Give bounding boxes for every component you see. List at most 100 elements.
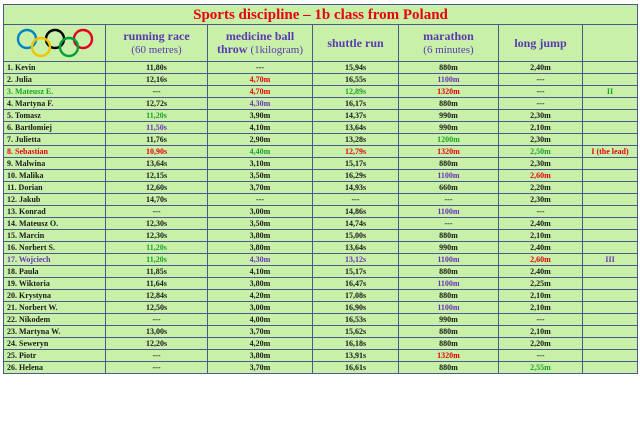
student-name: 20. Krystyna: [3, 289, 106, 302]
marathon-value: 1320m: [398, 145, 499, 158]
long-jump-value: 2,50m: [498, 145, 583, 158]
marathon-value: 880m: [398, 157, 499, 170]
long-jump-value: 2,10m: [498, 121, 583, 134]
table-row: 18. Paula 11,85s 4,10m 15,17s 880m 2,40m: [3, 265, 639, 278]
placement-note: [581, 277, 639, 290]
header-note: [581, 24, 639, 62]
medicine-ball-value: 3,10m: [207, 157, 313, 170]
table-row: 21. Norbert W. 12,50s 3,00m 16,90s 1100m 2,10…: [3, 301, 639, 314]
placement-note: [581, 73, 639, 86]
long-jump-value: 2,60m: [498, 253, 583, 266]
student-name: 24. Seweryn: [3, 337, 106, 350]
student-name: 23. Martyna W.: [3, 325, 106, 338]
shuttle-run-value: 15,00s: [312, 229, 399, 242]
shuttle-run-value: 14,86s: [312, 205, 399, 218]
medicine-ball-value: ---: [207, 61, 313, 74]
marathon-value: ---: [398, 193, 499, 206]
student-name: 21. Norbert W.: [3, 301, 106, 314]
medicine-ball-value: 4,20m: [207, 337, 313, 350]
student-name: 11. Dorian: [3, 181, 106, 194]
student-name: 9. Malwina: [3, 157, 106, 170]
olympic-rings-icon: [16, 28, 93, 58]
marathon-value: 880m: [398, 289, 499, 302]
long-jump-value: 2,25m: [498, 277, 583, 290]
medicine-ball-value: 4,40m: [207, 145, 313, 158]
shuttle-run-value: 13,12s: [312, 253, 399, 266]
placement-note: [581, 349, 639, 362]
long-jump-value: 2,10m: [498, 289, 583, 302]
page-title: Sports discipline – 1b class from Poland: [2, 4, 639, 25]
placement-note: [581, 217, 639, 230]
table-row: 10. Malika 12,15s 3,50m 16,29s 1100m 2,60m: [3, 169, 639, 182]
header-running-race: running race (60 metres): [105, 24, 208, 62]
student-name: 6. Bartłomiej: [3, 121, 106, 134]
running-race-value: 11,64s: [105, 277, 208, 290]
shuttle-run-value: 13,64s: [312, 241, 399, 254]
long-jump-value: 2,10m: [498, 325, 583, 338]
running-race-value: 12,16s: [105, 73, 208, 86]
long-jump-value: 2,40m: [498, 265, 583, 278]
medicine-ball-value: 3,80m: [207, 349, 313, 362]
student-name: 8. Sebastian: [3, 145, 106, 158]
shuttle-run-value: 13,64s: [312, 121, 399, 134]
placement-note: [581, 265, 639, 278]
shuttle-run-value: 17,08s: [312, 289, 399, 302]
table-row: 15. Marcin 12,30s 3,80m 15,00s 880m 2,10m: [3, 229, 639, 242]
running-race-value: ---: [105, 205, 208, 218]
header-row: running race (60 metres) medicine ball th…: [3, 24, 639, 62]
running-race-value: 11,80s: [105, 61, 208, 74]
running-race-value: 12,15s: [105, 169, 208, 182]
shuttle-run-value: 16,55s: [312, 73, 399, 86]
marathon-value: 990m: [398, 241, 499, 254]
medicine-ball-value: 4,70m: [207, 73, 313, 86]
student-name: 26. Helena: [3, 361, 106, 374]
running-race-value: 12,60s: [105, 181, 208, 194]
shuttle-run-value: ---: [312, 193, 399, 206]
student-name: 18. Paula: [3, 265, 106, 278]
header-shuttle-run: shuttle run: [312, 24, 399, 62]
shuttle-run-value: 14,74s: [312, 217, 399, 230]
medicine-ball-value: 4,30m: [207, 97, 313, 110]
medicine-ball-value: 3,80m: [207, 241, 313, 254]
running-race-value: 12,30s: [105, 229, 208, 242]
placement-note: [581, 361, 639, 374]
marathon-value: 880m: [398, 97, 499, 110]
medicine-ball-value: 3,50m: [207, 217, 313, 230]
long-jump-value: ---: [498, 205, 583, 218]
shuttle-run-value: 14,37s: [312, 109, 399, 122]
placement-note: [581, 205, 639, 218]
running-race-value: 12,30s: [105, 217, 208, 230]
running-race-value: ---: [105, 349, 208, 362]
marathon-value: 880m: [398, 361, 499, 374]
running-race-value: 12,72s: [105, 97, 208, 110]
table-row: 6. Bartłomiej 11,50s 4,10m 13,64s 990m 2,10m: [3, 121, 639, 134]
placement-note: [581, 157, 639, 170]
marathon-value: 1100m: [398, 301, 499, 314]
running-race-value: 14,70s: [105, 193, 208, 206]
shuttle-run-value: 15,94s: [312, 61, 399, 74]
table-row: 8. Sebastian 10,90s 4,40m 12,79s 1320m 2,50m I…: [3, 145, 639, 158]
table-row: 1. Kevin 11,80s --- 15,94s 880m 2,40m: [3, 61, 639, 74]
student-name: 10. Malika: [3, 169, 106, 182]
shuttle-run-value: 16,29s: [312, 169, 399, 182]
placement-note: [581, 325, 639, 338]
medicine-ball-value: 4,10m: [207, 121, 313, 134]
marathon-value: 1100m: [398, 253, 499, 266]
student-name: 12. Jakub: [3, 193, 106, 206]
medicine-ball-value: 3,80m: [207, 277, 313, 290]
shuttle-run-value: 16,90s: [312, 301, 399, 314]
shuttle-run-value: 14,93s: [312, 181, 399, 194]
header-long-jump: long jump: [498, 24, 583, 62]
long-jump-value: 2,30m: [498, 193, 583, 206]
student-name: 22. Nikodem: [3, 313, 106, 326]
running-race-value: 12,50s: [105, 301, 208, 314]
marathon-value: ---: [398, 217, 499, 230]
results-table: Sports discipline – 1b class from Poland…: [2, 4, 639, 374]
marathon-value: 1100m: [398, 73, 499, 86]
medicine-ball-value: 4,30m: [207, 253, 313, 266]
long-jump-value: ---: [498, 97, 583, 110]
placement-note: [581, 193, 639, 206]
placement-note: [581, 109, 639, 122]
table-row: 11. Dorian 12,60s 3,70m 14,93s 660m 2,20m: [3, 181, 639, 194]
long-jump-value: 2,10m: [498, 229, 583, 242]
